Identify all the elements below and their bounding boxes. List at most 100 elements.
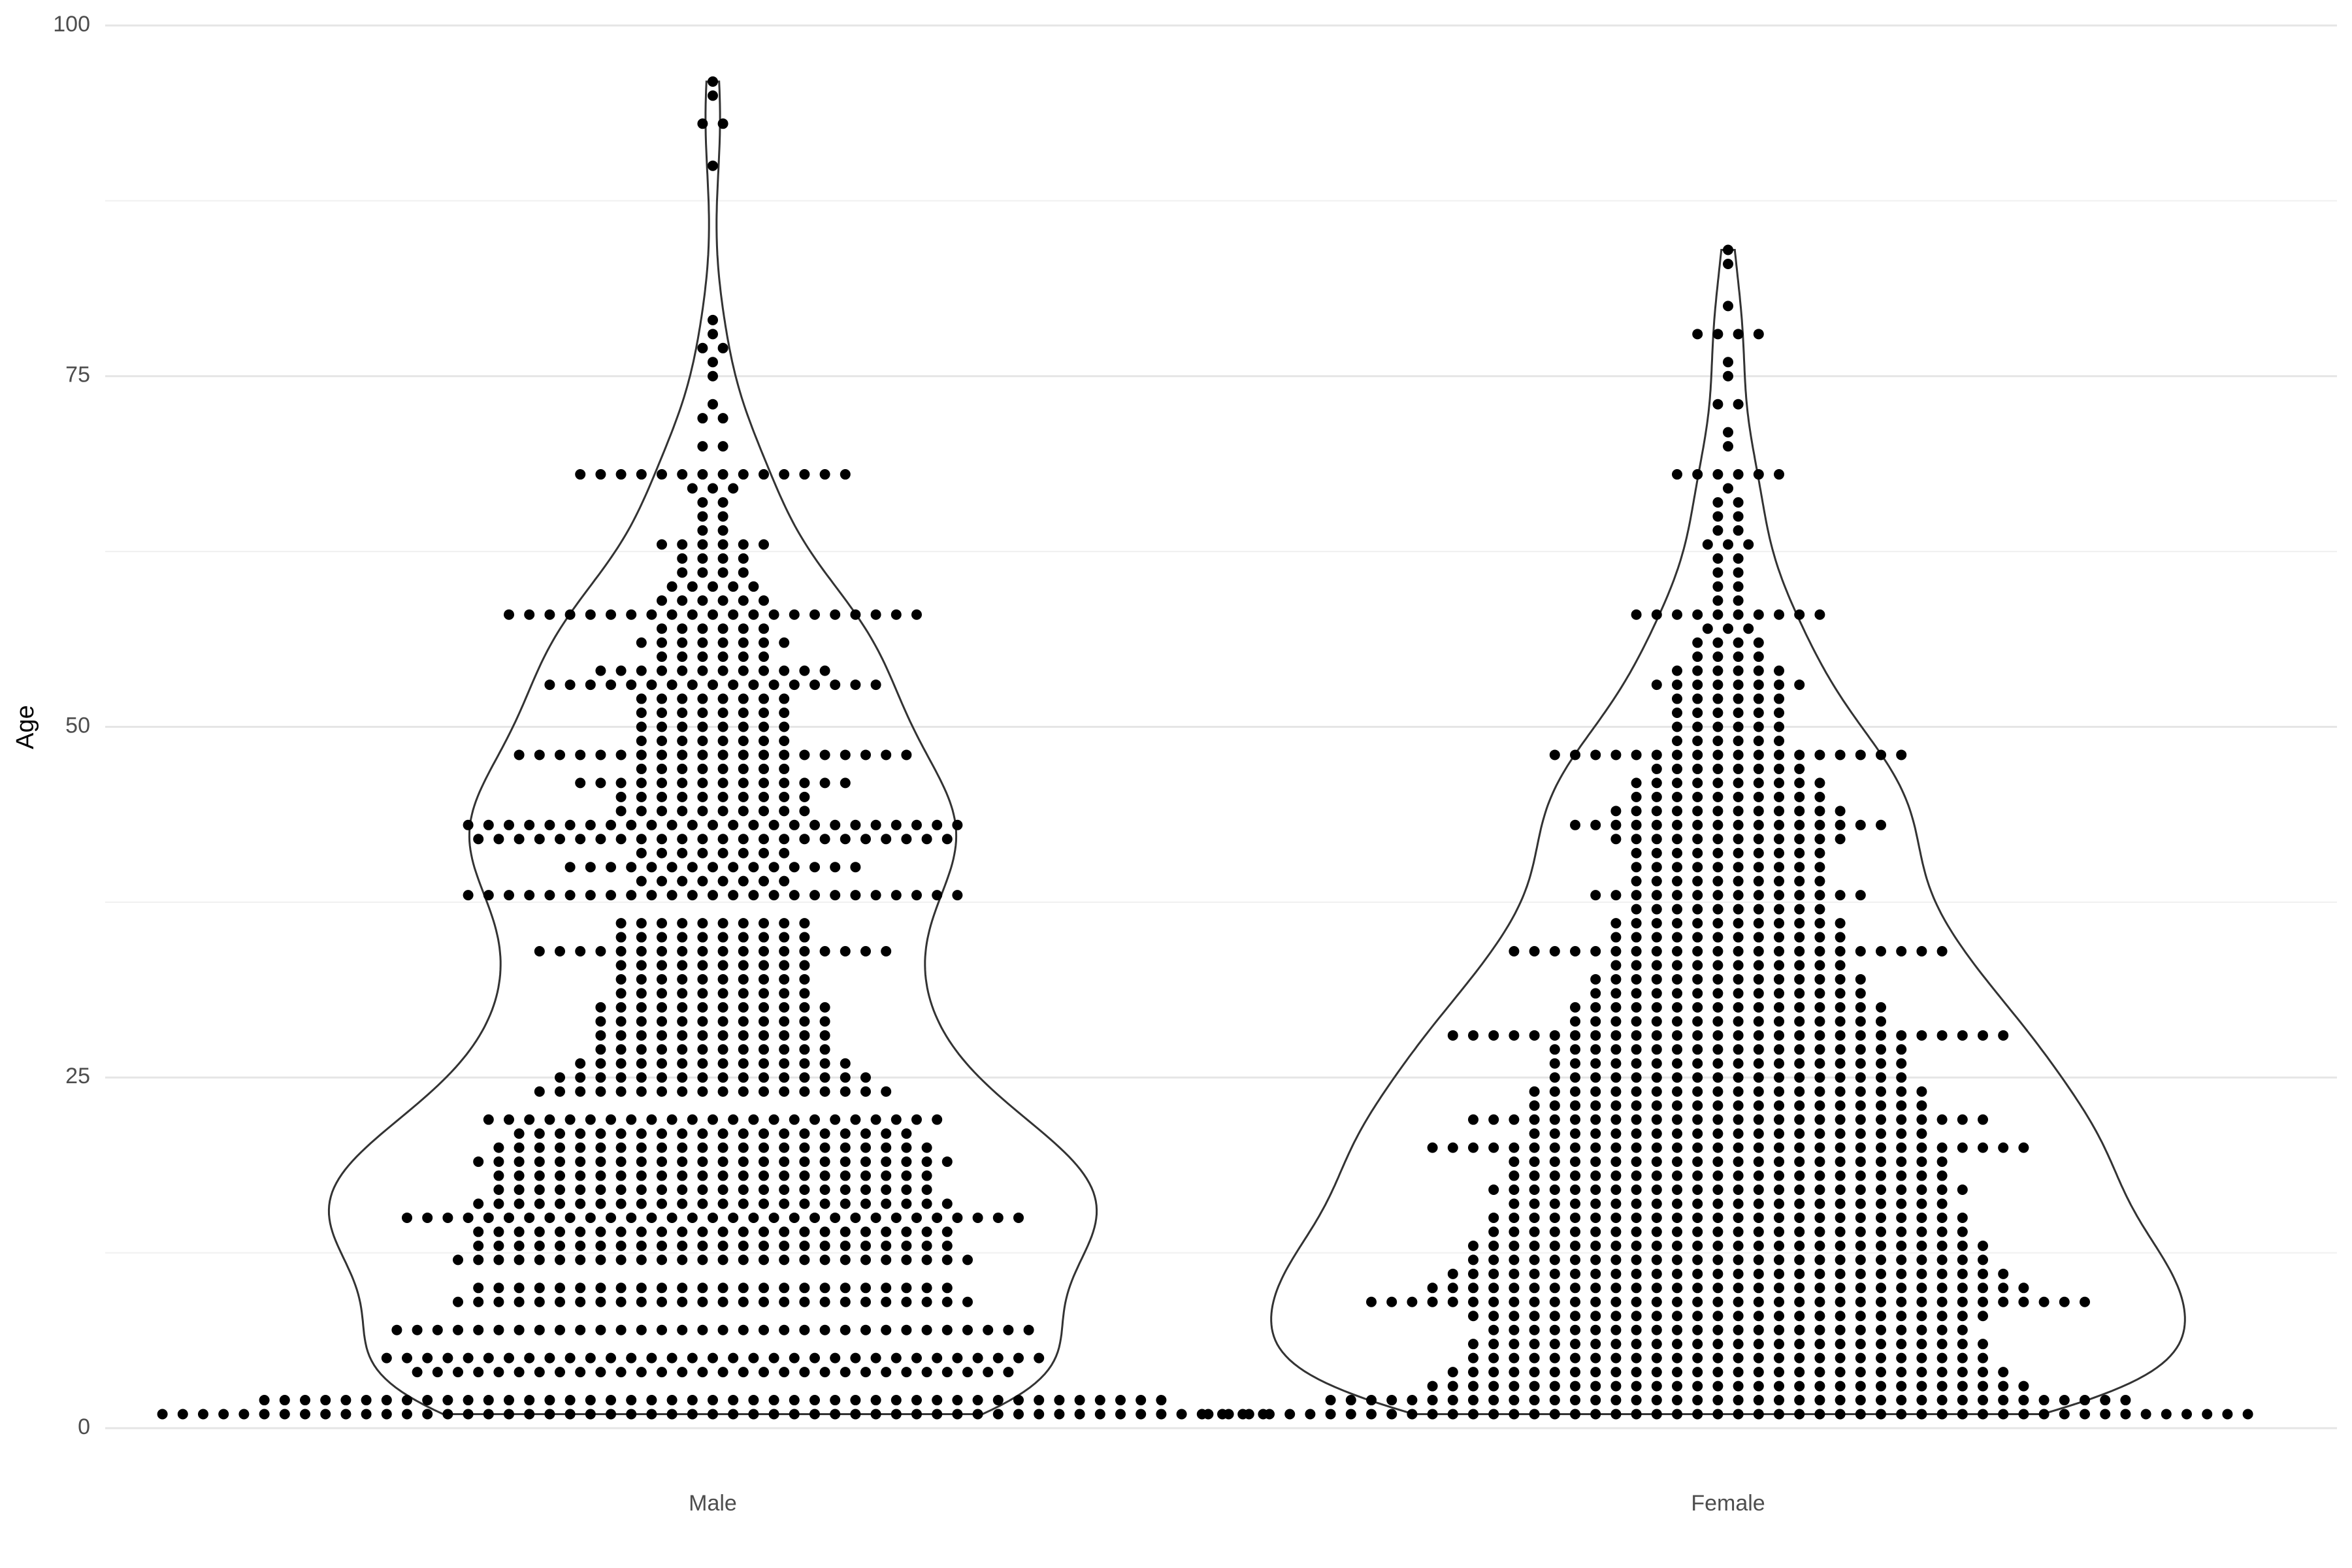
dot (799, 1002, 810, 1013)
dot (759, 708, 769, 719)
dot (748, 1395, 759, 1406)
dot (636, 1226, 647, 1237)
dot (606, 862, 616, 873)
dot (1774, 973, 1784, 985)
dot (789, 1395, 800, 1406)
dot (1712, 749, 1723, 760)
dot (615, 1240, 627, 1251)
dot (606, 1212, 616, 1223)
dot (779, 1170, 790, 1181)
dot (738, 651, 749, 662)
dot (1631, 1268, 1642, 1279)
dot (799, 791, 810, 802)
dot (564, 890, 576, 901)
dot (544, 819, 555, 830)
dot (1590, 1072, 1601, 1083)
dot (1570, 1240, 1580, 1251)
dot (1814, 1339, 1825, 1350)
dot (1794, 932, 1805, 943)
dot (1835, 1324, 1846, 1335)
dot (1692, 960, 1703, 971)
dot (860, 1198, 871, 1209)
dot (1672, 862, 1682, 873)
dot (1529, 1226, 1540, 1237)
dot (1957, 1409, 1968, 1420)
dot (1651, 918, 1662, 929)
dot (941, 1282, 953, 1294)
dot (493, 1142, 504, 1153)
dot (1631, 777, 1642, 789)
dot (1447, 1268, 1458, 1279)
dot (615, 1142, 627, 1153)
dot (657, 1184, 667, 1196)
dot (1835, 1016, 1846, 1027)
dot (1712, 1409, 1723, 1420)
dot (840, 1324, 851, 1335)
dot (1447, 1142, 1458, 1153)
dot (759, 1170, 769, 1181)
dot (1651, 777, 1662, 789)
dot (1733, 777, 1744, 789)
dot (1753, 1184, 1764, 1196)
dot (738, 834, 749, 845)
dot (687, 1212, 698, 1223)
dot (1774, 721, 1784, 732)
dot (514, 1282, 525, 1294)
dot (575, 1156, 586, 1168)
dot (1651, 1282, 1662, 1294)
dot (952, 819, 963, 830)
dot (555, 749, 565, 760)
dot (1957, 1142, 1968, 1153)
dot (504, 819, 514, 830)
dot (1774, 1128, 1784, 1139)
dot (677, 946, 688, 957)
dot (1814, 609, 1825, 620)
dot (738, 806, 749, 817)
dot (1753, 1339, 1764, 1350)
dot (1712, 1128, 1723, 1139)
dot (819, 1324, 830, 1335)
dot (697, 1296, 708, 1307)
dot (768, 1395, 779, 1406)
dot (1753, 806, 1764, 817)
dot (708, 862, 718, 873)
dot (1570, 1212, 1580, 1223)
dot (1896, 1212, 1907, 1223)
dot (636, 932, 647, 943)
dot (1468, 1268, 1478, 1279)
dot (626, 1114, 637, 1125)
dot (1692, 665, 1703, 676)
dot (881, 1086, 892, 1097)
dot (1753, 1240, 1764, 1251)
dot (657, 1324, 667, 1335)
dot (1753, 1142, 1764, 1153)
dot (1610, 1002, 1622, 1013)
dot (1651, 1367, 1662, 1378)
dot (830, 1114, 841, 1125)
dot (1692, 890, 1703, 901)
dot (809, 609, 820, 620)
dot (677, 875, 688, 887)
dot (799, 665, 810, 676)
dot (1855, 1044, 1866, 1055)
dot (1794, 1352, 1805, 1364)
dot (738, 1044, 749, 1055)
dot (1814, 1030, 1825, 1041)
dot (768, 819, 779, 830)
dot (1651, 749, 1662, 760)
dot (1692, 1128, 1703, 1139)
dot (708, 1114, 718, 1125)
dot (1916, 1240, 1927, 1251)
dot (606, 890, 616, 901)
dot (1814, 960, 1825, 971)
dot (564, 1395, 576, 1406)
dot (1936, 1311, 1948, 1322)
dot (381, 1395, 392, 1406)
dot (677, 1086, 688, 1097)
dot (1631, 1380, 1642, 1392)
dot (657, 595, 667, 606)
dot (493, 1282, 504, 1294)
dot (1855, 1352, 1866, 1364)
dot (1672, 1002, 1682, 1013)
dot (708, 357, 718, 368)
